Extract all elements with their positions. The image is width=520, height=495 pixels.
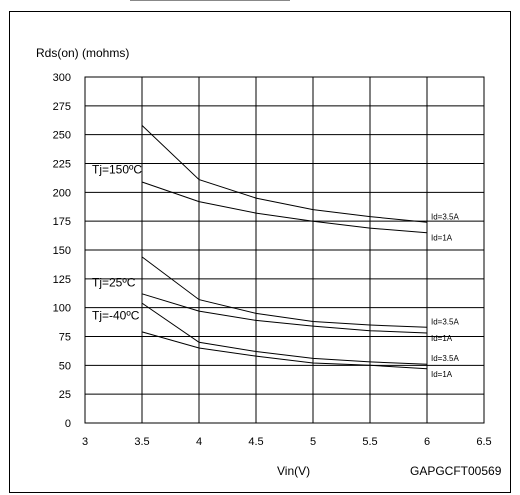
y-tick-label: 300 [53,72,71,84]
figure-frame [9,11,511,493]
figure-code: GAPGCFT00569 [410,464,502,478]
y-axis-ticks: 0 25 50 75 100 125 150 175 200 225 250 275 300 [53,72,71,430]
series-lines [141,125,428,370]
series-line [141,181,428,234]
series-label: Id=1A [431,334,453,343]
group-label: Tj=150ºC [92,162,142,176]
series-line [141,331,428,370]
group-label: Tj=25ºC [92,275,136,289]
y-tick-label: 150 [53,245,71,257]
y-tick-label: 125 [53,274,71,286]
x-tick-label: 5.5 [362,436,377,448]
series-label: Id=1A [431,370,453,379]
x-axis-label: Vin(V) [277,464,310,478]
temperature-labels: Tj=150ºC Tj=25ºC Tj=-40ºC [92,162,142,322]
series-label: Id=3.5A [431,354,459,363]
x-tick-label: 6.5 [476,436,491,448]
y-tick-label: 25 [59,389,71,401]
x-tick-label: 4 [196,436,202,448]
series-label: Id=1A [431,234,453,243]
group-label: Tj=-40ºC [92,309,140,323]
plot-area [84,76,485,424]
y-tick-label: 0 [65,418,71,430]
series-label: Id=3.5A [431,317,459,326]
y-tick-label: 275 [53,101,71,113]
x-tick-label: 4.5 [248,436,263,448]
series-line [141,293,428,334]
series-label: Id=3.5A [431,212,459,221]
y-tick-label: 75 [59,332,71,344]
series-line [141,125,428,223]
y-tick-label: 100 [53,303,71,315]
series-line [141,256,428,328]
chart-grid [84,76,485,424]
current-labels: Id=3.5A Id=1A Id=3.5A Id=1A Id=3.5A Id=1A [431,212,459,378]
y-axis-label: Rds(on) (mohms) [36,46,129,60]
x-tick-label: 6 [424,436,430,448]
y-tick-label: 250 [53,130,71,142]
y-tick-label: 225 [53,159,71,171]
top-cropped-text [0,0,520,4]
x-tick-label: 5 [310,436,316,448]
y-tick-label: 175 [53,216,71,228]
series-line [141,302,428,365]
x-tick-label: 3 [82,436,88,448]
x-axis-ticks: 3 3.5 4 4.5 5 5.5 6 6.5 [82,436,492,448]
y-tick-label: 50 [59,360,71,372]
x-tick-label: 3.5 [134,436,149,448]
y-tick-label: 200 [53,187,71,199]
